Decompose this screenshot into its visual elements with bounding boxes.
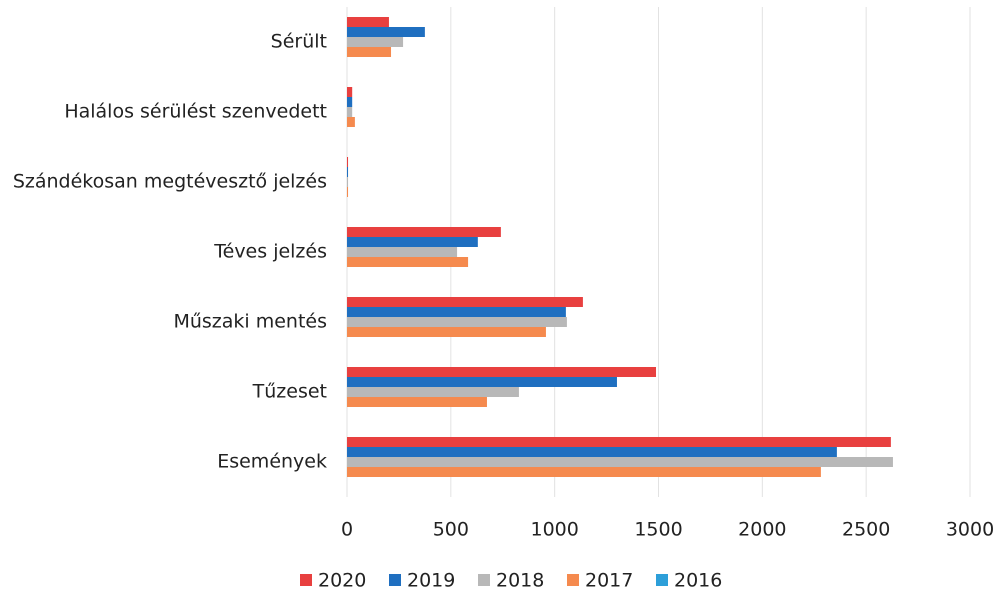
bar bbox=[347, 387, 519, 397]
y-tick-label: Halálos sérülést szenvedett bbox=[64, 101, 327, 123]
x-tick-label: 1000 bbox=[530, 519, 578, 541]
bar bbox=[347, 117, 355, 127]
bar bbox=[347, 87, 353, 97]
legend-label: 2019 bbox=[407, 570, 455, 592]
y-tick-label: Események bbox=[217, 451, 327, 473]
y-tick-label: Téves jelzés bbox=[213, 241, 327, 263]
bar bbox=[347, 187, 349, 197]
y-tick-label: Sérült bbox=[271, 31, 327, 53]
legend-swatch bbox=[389, 574, 401, 586]
bar bbox=[347, 437, 891, 447]
bar bbox=[347, 167, 349, 177]
bar bbox=[347, 17, 389, 27]
bar bbox=[347, 227, 501, 237]
x-tick-label: 2000 bbox=[738, 519, 786, 541]
legend-swatch bbox=[567, 574, 579, 586]
x-tick-label: 3000 bbox=[946, 519, 994, 541]
bar bbox=[347, 397, 487, 407]
bar bbox=[347, 47, 392, 57]
bar bbox=[347, 297, 583, 307]
bar bbox=[347, 97, 353, 107]
bar bbox=[347, 247, 458, 257]
x-tick-label: 0 bbox=[341, 519, 353, 541]
legend-label: 2018 bbox=[496, 570, 544, 592]
legend-swatch bbox=[478, 574, 490, 586]
bar bbox=[347, 177, 349, 187]
bar bbox=[347, 457, 893, 467]
bar bbox=[347, 27, 425, 37]
bar bbox=[347, 37, 404, 47]
legend-label: 2017 bbox=[585, 570, 633, 592]
y-tick-label: Műszaki mentés bbox=[173, 311, 327, 333]
bar bbox=[347, 237, 478, 247]
bar bbox=[347, 377, 617, 387]
legend-label: 2016 bbox=[674, 570, 722, 592]
bar bbox=[347, 327, 546, 337]
bar bbox=[347, 447, 837, 457]
bar bbox=[347, 157, 349, 167]
legend-label: 2020 bbox=[318, 570, 366, 592]
legend-swatch bbox=[300, 574, 312, 586]
x-tick-label: 2500 bbox=[842, 519, 890, 541]
x-tick-label: 1500 bbox=[634, 519, 682, 541]
bar bbox=[347, 467, 821, 477]
bar bbox=[347, 307, 566, 317]
y-tick-label: Tűzeset bbox=[252, 381, 327, 403]
x-tick-label: 500 bbox=[433, 519, 469, 541]
legend-swatch bbox=[656, 574, 668, 586]
bar bbox=[347, 317, 567, 327]
bar bbox=[347, 367, 657, 377]
bar bbox=[347, 107, 353, 117]
bar bbox=[347, 257, 469, 267]
y-tick-label: Szándékosan megtévesztő jelzés bbox=[13, 171, 327, 193]
